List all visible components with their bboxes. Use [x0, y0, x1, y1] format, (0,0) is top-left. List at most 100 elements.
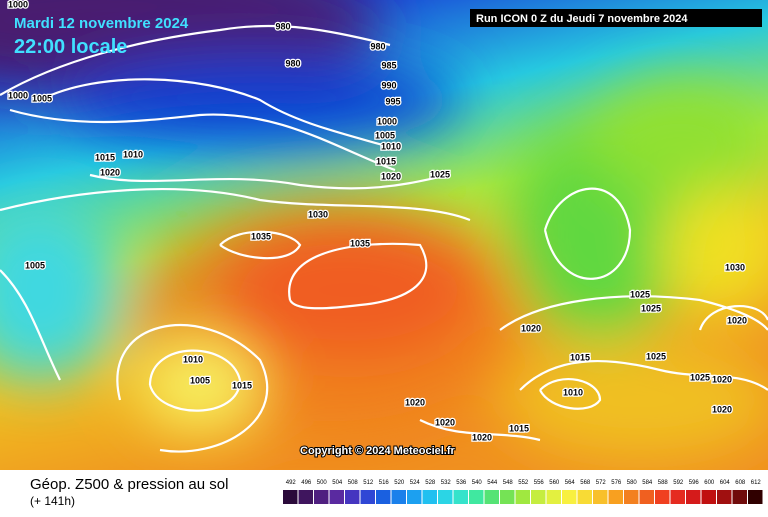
- isobar-label: 1020: [435, 417, 455, 427]
- colorbar-swatch: [655, 490, 670, 504]
- colorbar-swatch: [484, 490, 499, 504]
- colorbar-tick-label: 500: [317, 480, 328, 486]
- colorbar-tick-label: 584: [642, 480, 653, 486]
- isobar-label: 1010: [381, 141, 401, 151]
- colorbar-swatch: [701, 490, 716, 504]
- colorbar-swatch: [376, 490, 391, 504]
- colorbar-swatch: [345, 490, 360, 504]
- isobar-label: 1035: [251, 231, 271, 241]
- colorbar-swatch: [422, 490, 437, 504]
- isobar-label: 1015: [376, 156, 396, 166]
- colorbar-tick-label: 492: [286, 480, 297, 486]
- isobar-label: 1005: [25, 260, 45, 270]
- colorbar-swatch: [531, 490, 546, 504]
- copyright: Copyright © 2024 Meteociel.fr: [300, 445, 456, 457]
- colorbar-tick-label: 548: [503, 480, 514, 486]
- isobar-label: 1020: [472, 432, 492, 442]
- colorbar-tick-label: 612: [751, 480, 762, 486]
- isobar-label: 980: [285, 58, 300, 68]
- colorbar-swatch: [407, 490, 422, 504]
- colorbar-tick-label: 580: [627, 480, 638, 486]
- colorbar-swatch: [453, 490, 468, 504]
- colorbar-swatch: [593, 490, 608, 504]
- isobar-label: 980: [370, 41, 385, 51]
- isobar-label: 1015: [232, 380, 252, 390]
- colorbar-tick-label: 572: [596, 480, 607, 486]
- map-field: [0, 0, 768, 470]
- colorbar-tick-label: 508: [348, 480, 359, 486]
- colorbar-swatch: [360, 490, 375, 504]
- isobar-label: 1000: [8, 0, 28, 9]
- isobar-label: 1020: [521, 323, 541, 333]
- isobar-label: 1010: [123, 149, 143, 159]
- isobar-label: 1020: [381, 171, 401, 181]
- colorbar-tick-label: 564: [565, 480, 576, 486]
- isobar-label: 1015: [95, 152, 115, 162]
- colorbar-swatch: [562, 490, 577, 504]
- isobar-label: 995: [385, 96, 400, 106]
- isobar-label: 1030: [308, 209, 328, 219]
- colorbar-swatch: [314, 490, 329, 504]
- colorbar-swatch: [283, 490, 298, 504]
- colorbar-tick-label: 568: [580, 480, 591, 486]
- colorbar-swatch: [732, 490, 747, 504]
- colorbar-tick-label: 520: [394, 480, 405, 486]
- colorbar-tick-label: 496: [301, 480, 312, 486]
- colorbar-swatch: [608, 490, 623, 504]
- isobar-label: 1025: [430, 169, 450, 179]
- colorbar-swatch: [329, 490, 344, 504]
- local-time: 22:00 locale: [14, 36, 127, 58]
- colorbar-tick-label: 588: [658, 480, 669, 486]
- isobar-label: 990: [381, 80, 396, 90]
- colorbar-swatch: [748, 490, 763, 504]
- isobar-label: 1025: [641, 303, 661, 313]
- isobar-label: 1025: [630, 289, 650, 299]
- colorbar-swatch: [298, 490, 313, 504]
- isobar-label: 1000: [377, 116, 397, 126]
- colorbar-tick-label: 524: [410, 480, 421, 486]
- colorbar-tick-label: 540: [472, 480, 483, 486]
- colorbar-swatch: [546, 490, 561, 504]
- isobar-label: 1015: [570, 352, 590, 362]
- isobar-label: 1005: [190, 375, 210, 385]
- colorbar-swatch: [686, 490, 701, 504]
- colorbar-tick-label: 532: [441, 480, 452, 486]
- isobar-label: 980: [275, 21, 290, 31]
- colorbar-tick-label: 516: [379, 480, 390, 486]
- colorbar-swatch: [639, 490, 654, 504]
- isobar-label: 1025: [646, 351, 666, 361]
- colorbar: 492 496 500 504 508 512 516 520 524 528 532 536 540 5…: [283, 480, 763, 504]
- run-banner: [470, 9, 762, 27]
- colorbar-tick-label: 560: [549, 480, 560, 486]
- isobar-label: 1020: [100, 167, 120, 177]
- colorbar-tick-label: 592: [673, 480, 684, 486]
- lead-time: (+ 141h): [30, 494, 75, 508]
- colorbar-swatch: [624, 490, 639, 504]
- isobar-label: 1020: [405, 397, 425, 407]
- colorbar-tick-label: 504: [332, 480, 343, 486]
- colorbar-tick-label: 536: [456, 480, 467, 486]
- isobar-label: 1025: [690, 372, 710, 382]
- colorbar-swatch: [577, 490, 592, 504]
- isobars: [0, 24, 768, 453]
- colorbar-tick-label: 528: [425, 480, 436, 486]
- isobar-label: 985: [381, 60, 396, 70]
- isobar-label: 1020: [727, 315, 747, 325]
- colorbar-swatch: [500, 490, 515, 504]
- isobar-label: 1020: [712, 374, 732, 384]
- colorbar-swatch: [391, 490, 406, 504]
- valid-date: Mardi 12 novembre 2024: [14, 15, 189, 32]
- colorbar-tick-label: 576: [611, 480, 622, 486]
- isobar-label: 1000: [8, 90, 28, 100]
- colorbar-swatch: [717, 490, 732, 504]
- isobar-labels: 1000 980 980 980 1000 1005 985 990 995 1000 1005 10…: [7, 0, 749, 444]
- colorbar-tick-label: 556: [534, 480, 545, 486]
- isobar-label: 1015: [509, 423, 529, 433]
- colorbar-swatch: [515, 490, 530, 504]
- colorbar-swatch: [469, 490, 484, 504]
- colorbar-tick-label: 552: [518, 480, 529, 486]
- footer-title: Géop. Z500 & pression au sol: [30, 476, 228, 493]
- isobar-label: 1010: [183, 354, 203, 364]
- isobar-label: 1035: [350, 238, 370, 248]
